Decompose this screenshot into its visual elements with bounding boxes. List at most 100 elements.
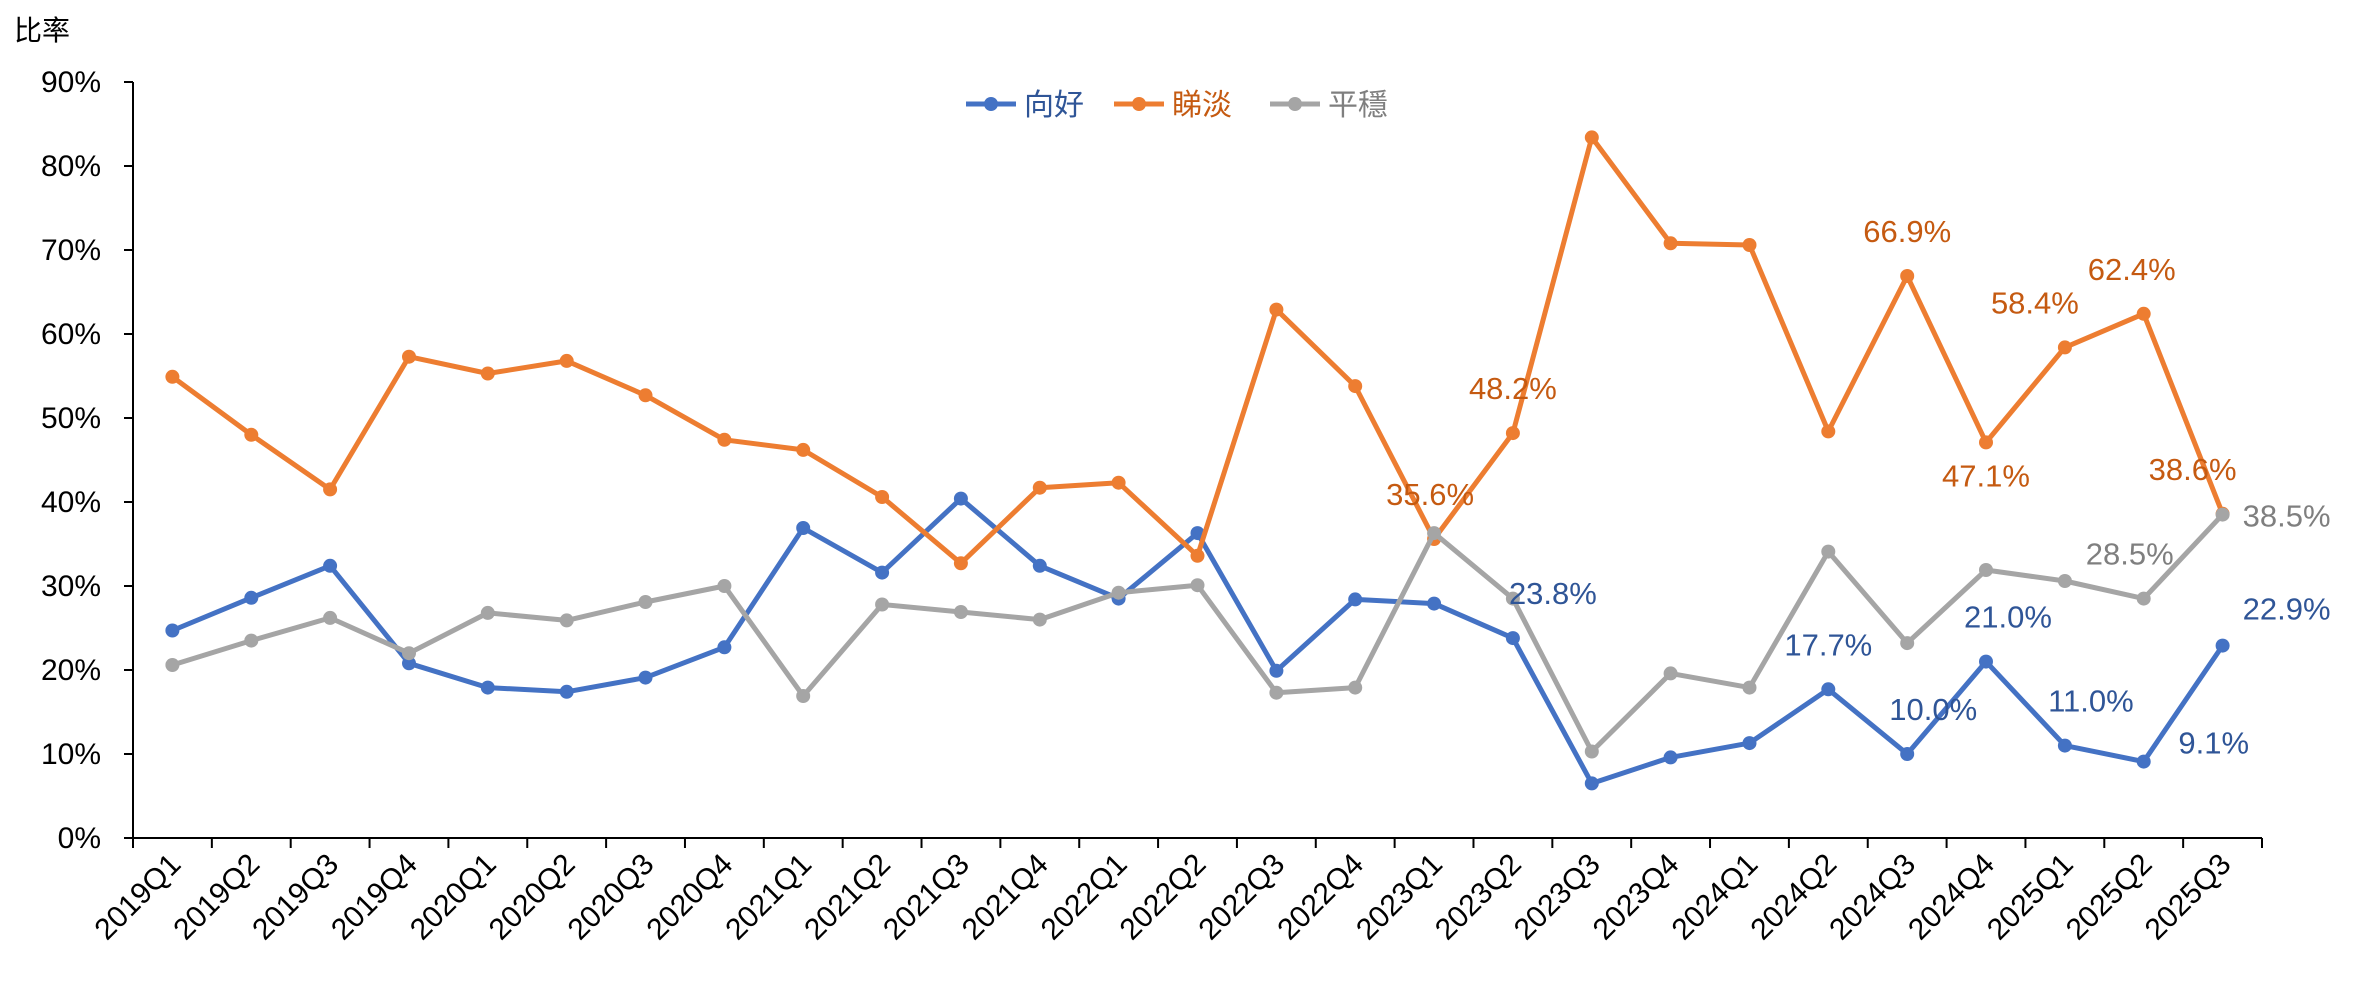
data-point (1269, 663, 1284, 678)
data-point (1111, 475, 1126, 490)
data-point (1111, 585, 1126, 600)
x-tick-label: 2023Q1 (1350, 848, 1449, 947)
x-tick-label: 2024Q1 (1666, 848, 1765, 947)
data-label: 58.4% (1991, 285, 2079, 320)
data-point (480, 680, 495, 695)
data-point (638, 670, 653, 685)
data-point (1032, 558, 1047, 573)
legend-label: 向好 (1024, 88, 1084, 123)
data-label: 10.0% (1889, 692, 1977, 727)
x-tick-label: 2022Q2 (1114, 848, 1213, 947)
data-point (1663, 666, 1678, 681)
data-point (2215, 638, 2230, 653)
x-tick-label: 2020Q3 (562, 848, 661, 947)
data-point (953, 556, 968, 571)
y-tick-label: 50% (41, 402, 101, 435)
data-point (717, 640, 732, 655)
data-point (1505, 591, 1520, 606)
x-tick-label: 2023Q2 (1429, 848, 1528, 947)
x-tick-label: 2021Q2 (798, 848, 897, 947)
x-tick-label: 2023Q3 (1508, 848, 1607, 947)
data-point (1348, 592, 1363, 607)
data-label: 62.4% (2088, 252, 2176, 287)
data-point (1427, 526, 1442, 541)
data-point (1663, 750, 1678, 765)
data-point (1348, 680, 1363, 695)
legend-item-1: 向好 (966, 88, 1084, 123)
x-tick-label: 2024Q3 (1823, 848, 1922, 947)
data-point (1348, 379, 1363, 394)
data-point (1979, 563, 1993, 577)
series-1 (165, 491, 2230, 791)
x-tick-label: 2019Q3 (246, 848, 345, 947)
data-point (2057, 738, 2072, 753)
x-tick-label: 2020Q4 (641, 848, 740, 947)
data-point (2136, 306, 2151, 321)
data-point (717, 579, 732, 593)
data-point (2136, 754, 2151, 769)
data-point (2057, 340, 2072, 355)
data-point (323, 610, 338, 625)
data-point (1269, 685, 1284, 700)
data-label: 9.1% (2178, 726, 2249, 761)
x-tick-label: 2019Q1 (89, 848, 188, 947)
data-point (1979, 435, 1993, 450)
y-tick-label: 40% (41, 486, 101, 519)
data-point (1032, 612, 1047, 627)
y-tick-label: 20% (41, 654, 101, 687)
data-label: 21.0% (1964, 600, 2052, 635)
data-point (1821, 424, 1836, 439)
x-tick-label: 2020Q2 (483, 848, 582, 947)
x-tick-label: 2022Q3 (1192, 848, 1291, 947)
data-point (2215, 507, 2230, 522)
data-label: 11.0% (2048, 684, 2134, 719)
data-point (1190, 578, 1205, 593)
series-line (169, 134, 2226, 566)
y-tick-label: 80% (41, 150, 101, 183)
data-point (559, 353, 574, 368)
data-label: 38.6% (2149, 452, 2237, 487)
legend-item-2: 睇淡 (1114, 88, 1232, 123)
data-labels: 23.8% 17.7% 10.0% 21.0% 11.0% 9.1% 22.9% 35.6% 4… (1386, 214, 2330, 761)
y-tick-label: 0% (58, 822, 101, 855)
x-tick-label: 2024Q4 (1902, 848, 2001, 947)
data-point (1584, 776, 1599, 791)
data-point (244, 427, 259, 442)
data-point (480, 366, 495, 381)
data-point (1505, 426, 1520, 441)
x-tick-label: 2022Q1 (1035, 848, 1134, 947)
data-point (796, 442, 811, 457)
data-point (480, 605, 495, 620)
data-label: 48.2% (1469, 371, 1557, 406)
data-point (2057, 574, 2072, 588)
data-point (244, 633, 259, 648)
series-2 (165, 130, 2230, 571)
data-point (638, 595, 653, 609)
data-point (875, 597, 890, 612)
data-label: 17.7% (1784, 627, 1872, 662)
series-3 (165, 507, 2230, 759)
data-label: 47.1% (1942, 458, 2030, 493)
data-point (559, 613, 574, 628)
data-point (165, 623, 180, 638)
data-point (323, 482, 338, 497)
y-tick-label: 30% (41, 570, 101, 603)
data-point (1269, 302, 1284, 317)
data-point (244, 590, 259, 605)
y-tick-label: 10% (41, 738, 101, 771)
data-point (1900, 636, 1915, 651)
x-tick-label: 2025Q1 (1981, 848, 2080, 947)
legend: 向好 睇淡 平穩 (966, 88, 1388, 123)
data-point (559, 684, 574, 699)
data-point (796, 689, 811, 703)
data-point (953, 605, 968, 619)
data-label: 66.9% (1863, 214, 1951, 249)
data-label: 28.5% (2086, 537, 2174, 572)
data-point (1584, 744, 1599, 759)
data-point (402, 349, 416, 364)
legend-item-3: 平穩 (1270, 88, 1388, 123)
y-tick-label: 70% (41, 234, 101, 267)
data-point (1742, 238, 1757, 252)
series-line (169, 496, 2226, 786)
